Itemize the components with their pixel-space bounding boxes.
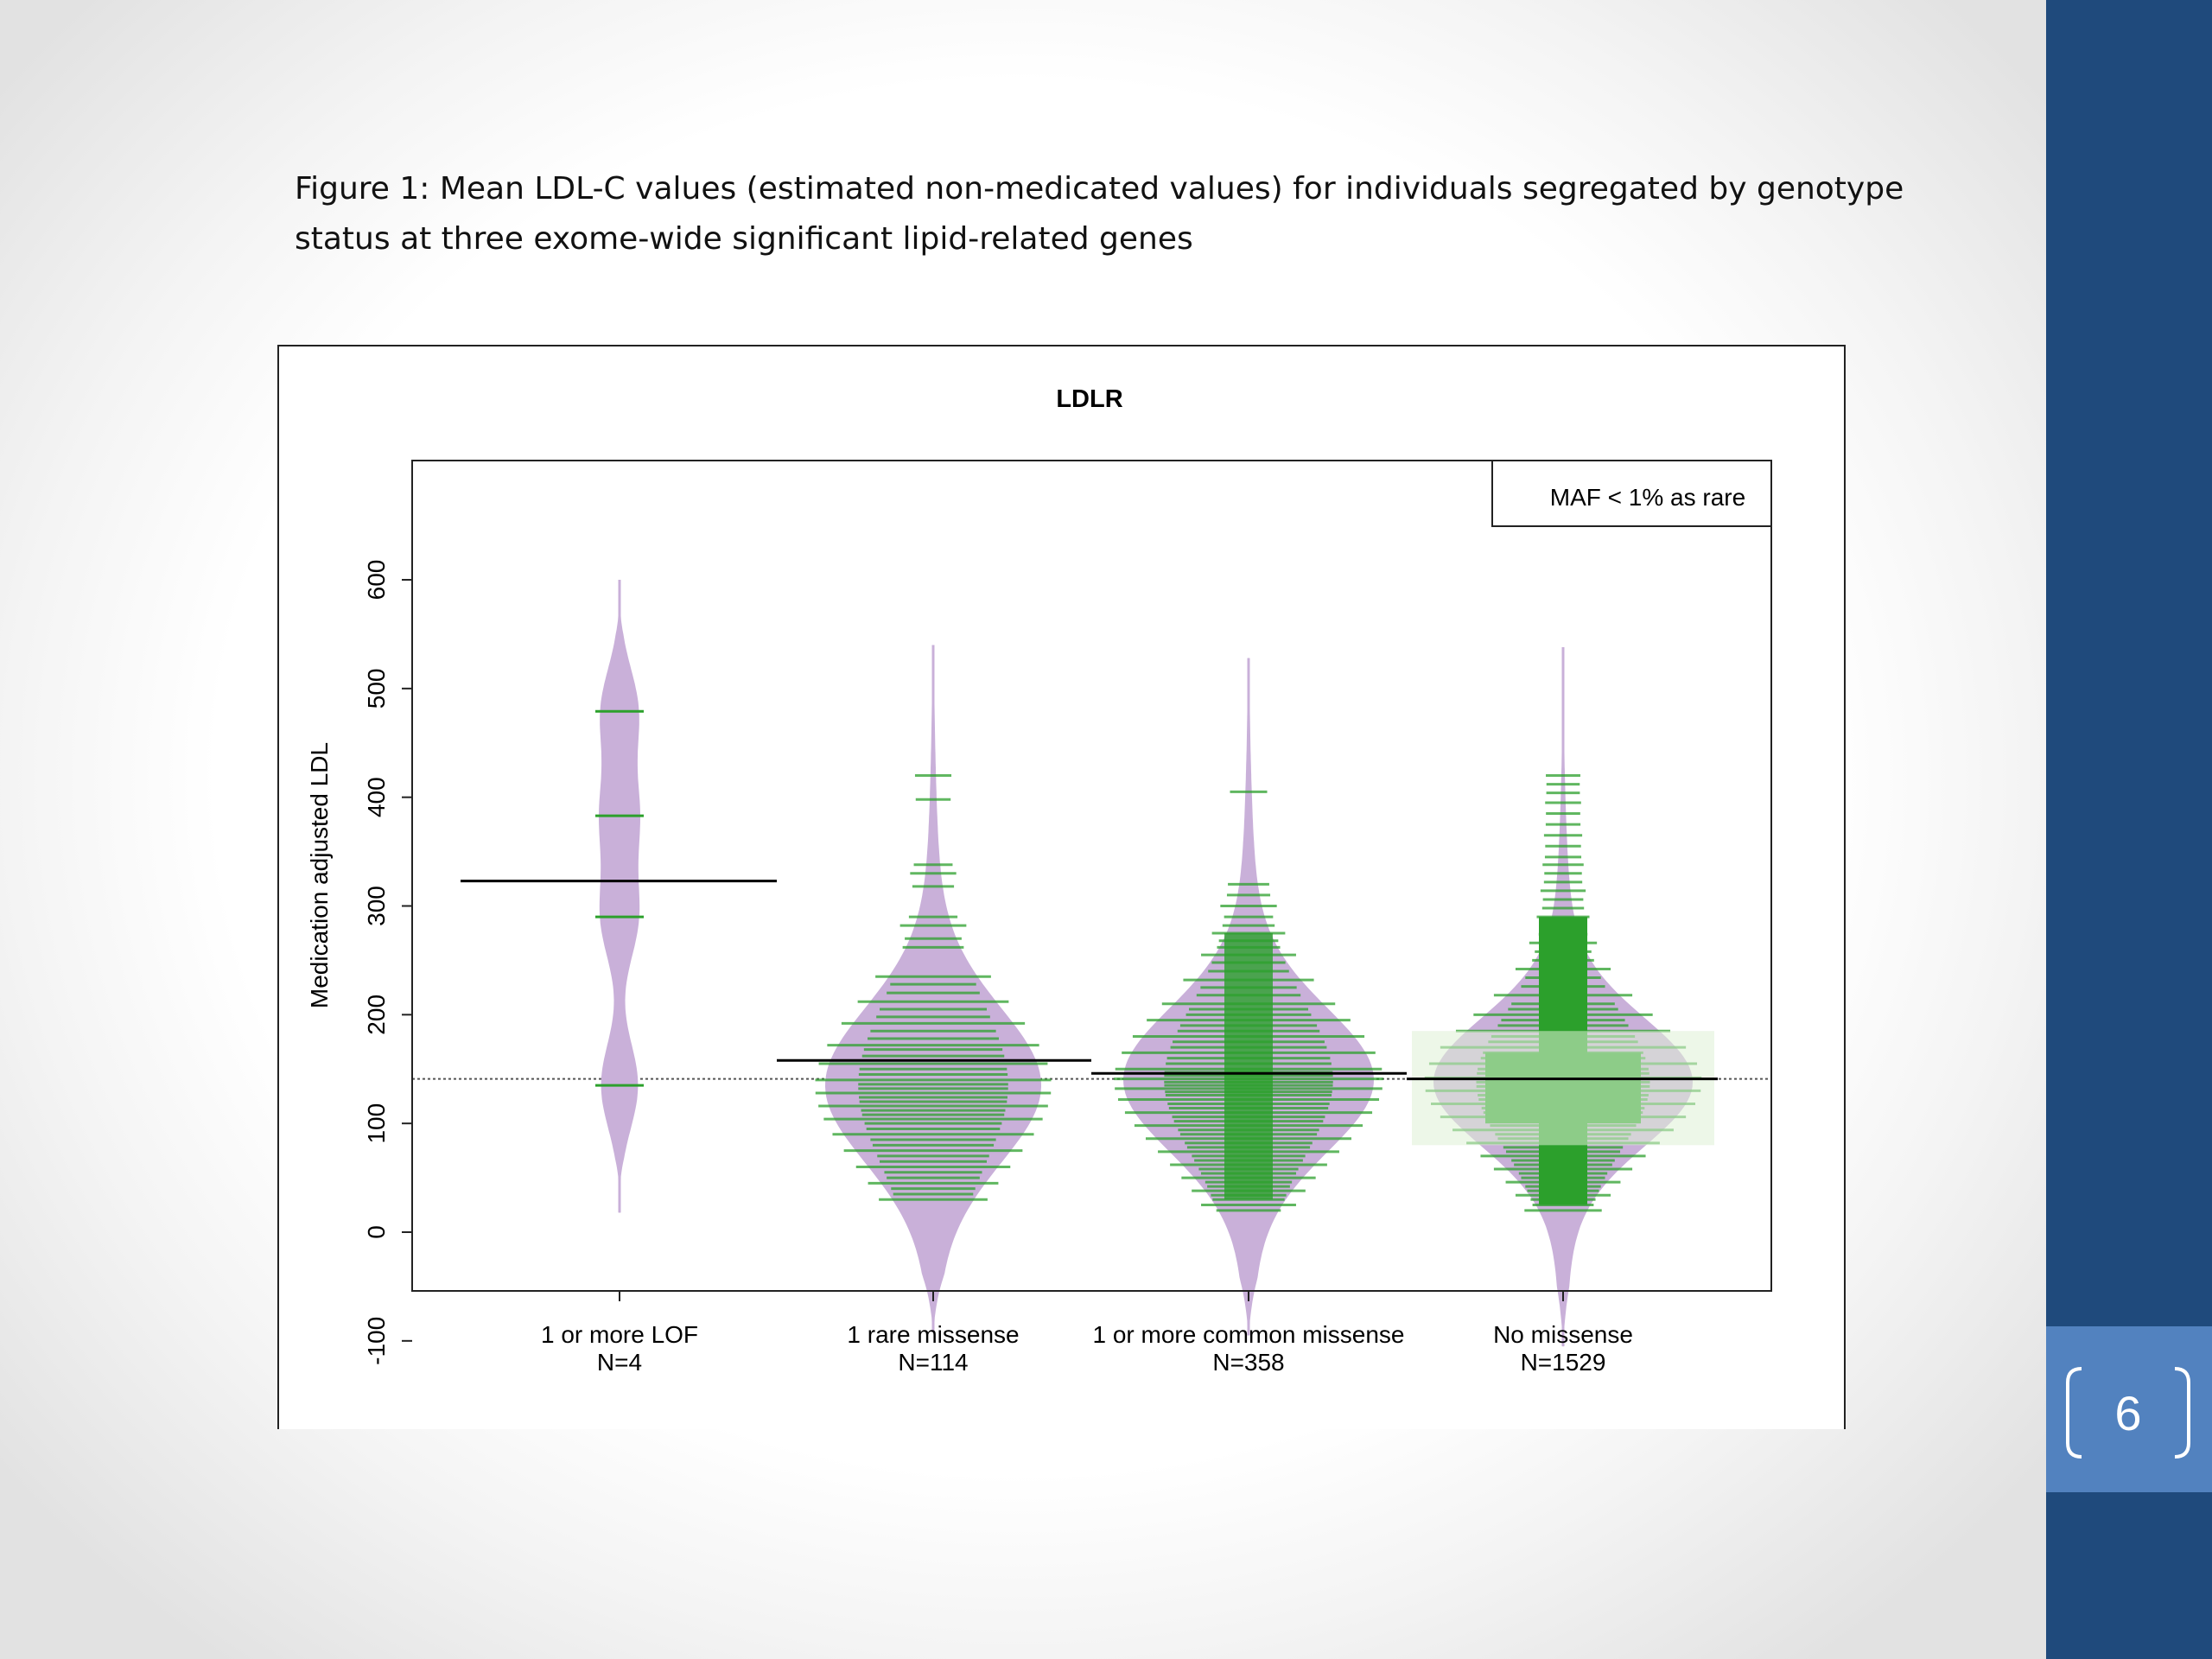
x-tick-count: N=4	[597, 1349, 642, 1376]
x-tick-label: No missense	[1493, 1321, 1633, 1348]
caption-line-1: Figure 1: Mean LDL-C values (estimated n…	[295, 171, 1904, 207]
y-tick-label: 400	[363, 777, 390, 817]
y-tick-label: -100	[363, 1317, 390, 1365]
x-tick-count: N=1529	[1521, 1349, 1606, 1376]
x-tick-label: 1 or more LOF	[541, 1321, 698, 1348]
page-number-box	[2046, 1326, 2212, 1492]
y-axis-label: Medication adjusted LDL	[306, 742, 333, 1008]
figure-caption: Figure 1: Mean LDL-C values (estimated n…	[295, 164, 1904, 264]
y-tick-label: 300	[363, 886, 390, 926]
dense-core	[1224, 932, 1273, 1200]
light-points-band	[1412, 1031, 1714, 1146]
y-tick-label: 100	[363, 1103, 390, 1144]
x-tick-count: N=114	[898, 1349, 968, 1376]
legend-text: MAF < 1% as rare	[1550, 484, 1745, 511]
page-number: 6	[2114, 1385, 2142, 1440]
chart-title: LDLR	[1056, 385, 1122, 413]
y-tick-label: 500	[363, 668, 390, 709]
legend: MAF < 1% as rare	[1491, 460, 1772, 527]
y-tick-label: 200	[363, 995, 390, 1035]
caption-line-2: status at three exome-wide significant l…	[295, 221, 1193, 257]
plot-frame	[411, 460, 1772, 1292]
legend-box	[1491, 460, 1772, 527]
bracket-icon	[2066, 1367, 2190, 1459]
y-tick-label: 600	[363, 560, 390, 601]
x-tick-label: 1 or more common missense	[1092, 1321, 1404, 1348]
x-tick-count: N=358	[1212, 1349, 1284, 1376]
y-tick-label: 0	[363, 1225, 390, 1239]
x-tick-label: 1 rare missense	[847, 1321, 1019, 1348]
beanplot-chart: LDLR Medication adjusted LDL -100 0 100 200…	[306, 385, 1772, 1376]
figure-frame: LDLR Medication adjusted LDL -100 0 100 200…	[277, 345, 1846, 1429]
